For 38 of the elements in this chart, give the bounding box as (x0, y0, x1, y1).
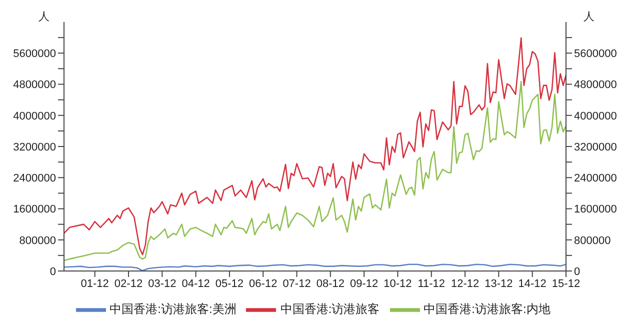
y-tick-label: 800000 (19, 234, 56, 247)
line-series (64, 80, 566, 262)
x-tick-label: 10-12 (384, 278, 412, 290)
legend-label: 中国香港:访港旅客:美洲 (110, 302, 236, 316)
y2-tick-label: 1600000 (574, 204, 617, 216)
x-tick-label: 14-12 (518, 278, 546, 290)
y-tick-label: 4000000 (13, 110, 56, 122)
y2-axis-title: 人 (584, 11, 594, 23)
x-tick-label: 04-12 (182, 278, 210, 290)
x-tick-label: 06-12 (249, 278, 278, 290)
x-tick-label: 02-12 (114, 278, 143, 290)
legend-label: 中国香港:访港旅客 (280, 302, 380, 316)
y-tick-label: 5600000 (13, 48, 56, 60)
y2-tick-label: 4000000 (574, 110, 617, 122)
x-tick-label: 12-12 (450, 278, 480, 290)
y2-tick-label: 4800000 (574, 79, 617, 92)
y-tick-label: 4800000 (13, 79, 56, 92)
x-tick-label: 08-12 (316, 278, 344, 290)
x-tick-label: 03-12 (148, 278, 176, 290)
x-tick-label: 13-12 (484, 278, 513, 290)
x-tick-label: 07-12 (282, 278, 311, 290)
x-tick-label: 11-12 (418, 278, 446, 290)
y-tick-label: 3200000 (13, 141, 56, 154)
y2-tick-label: 800000 (574, 234, 611, 247)
y2-tick-label: 2400000 (574, 172, 617, 185)
line-series (64, 37, 566, 256)
x-tick-label: 01-12 (80, 278, 109, 290)
x-tick-label: 15-12 (552, 278, 580, 290)
y-tick-label: 2400000 (13, 172, 56, 185)
legend-label: 中国香港:访港旅客:内地 (424, 302, 550, 316)
y2-tick-label: 3200000 (574, 141, 617, 154)
y2-tick-label: 5600000 (574, 48, 617, 60)
y2-tick-label: 0 (574, 266, 580, 278)
y-tick-label: 1600000 (13, 204, 56, 216)
x-tick-label: 05-12 (215, 278, 244, 290)
y-tick-label: 0 (50, 266, 56, 278)
y-axis-title: 人 (38, 11, 50, 23)
x-tick-label: 09-12 (350, 278, 378, 290)
